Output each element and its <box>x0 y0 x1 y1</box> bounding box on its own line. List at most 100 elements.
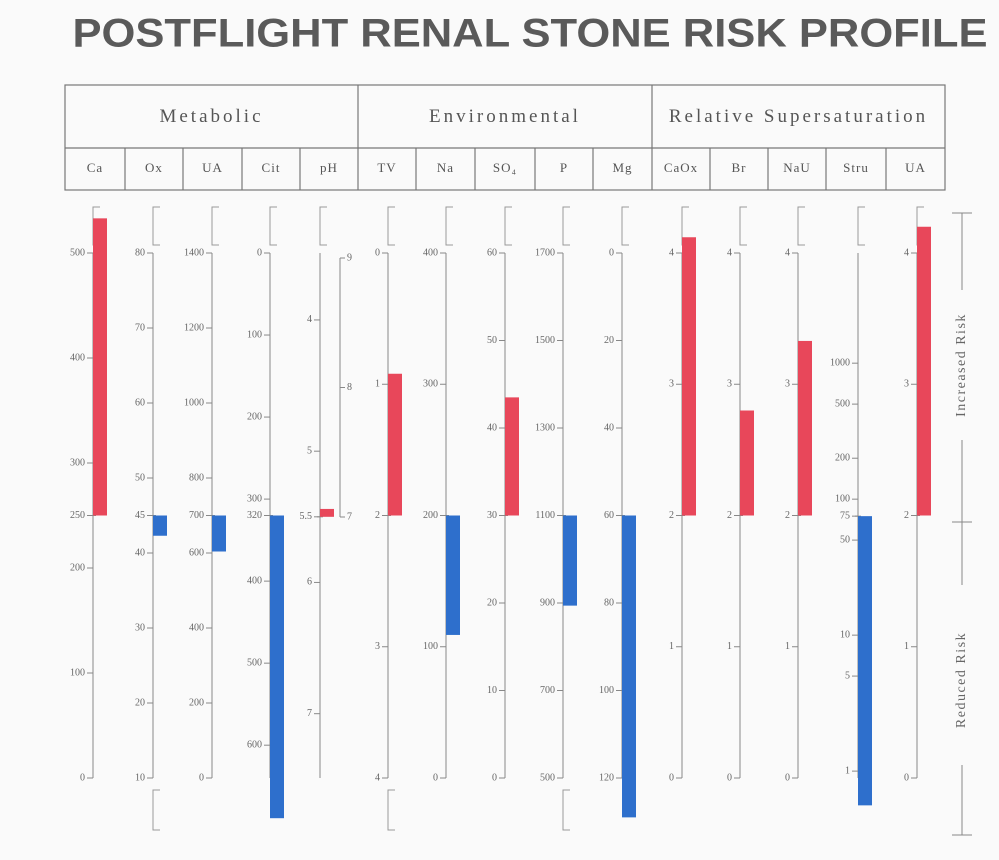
column-label: Ca <box>87 160 103 175</box>
y-tick-label: 500 <box>835 398 850 409</box>
y-tick-label: 300 <box>70 457 85 468</box>
column-label: SO₄ <box>493 160 517 175</box>
y-tick-label: 10 <box>135 772 145 783</box>
y-tick-label: 600 <box>189 547 204 558</box>
bar <box>682 237 696 516</box>
y-tick-label: 0 <box>904 772 909 783</box>
y-tick-label: 0 <box>257 247 262 258</box>
y-tick-label: 50 <box>487 335 497 346</box>
y-tick-label: 1500 <box>535 335 555 346</box>
y-tick-label: 30 <box>135 622 145 633</box>
y-tick-label: 200 <box>189 697 204 708</box>
group-label: Metabolic <box>159 105 264 127</box>
y-tick-label: 10 <box>840 629 850 640</box>
column-label: Br <box>732 160 747 175</box>
bracket <box>445 206 453 246</box>
y-tick-label: 0 <box>433 772 438 783</box>
y-tick-label: 0 <box>727 772 732 783</box>
bar <box>505 397 519 516</box>
y-tick-label: 320 <box>247 510 262 521</box>
bracket <box>211 206 219 246</box>
bar <box>320 508 334 517</box>
bar <box>563 515 577 606</box>
y-tick-label: 4 <box>307 314 312 325</box>
column-label: Na <box>437 160 454 175</box>
y-tick-label: 0 <box>80 772 85 783</box>
y-tick-label: 2 <box>904 510 909 521</box>
bracket <box>504 206 512 246</box>
y-tick-label: 0 <box>199 772 204 783</box>
y-tick-label: 20 <box>604 335 614 346</box>
y-tick-label: 300 <box>247 493 262 504</box>
y-tick-label: 0 <box>492 772 497 783</box>
y-tick-label: 3 <box>669 379 674 390</box>
y-tick-label: 1 <box>375 379 380 390</box>
y-tick-label: 300 <box>423 379 438 390</box>
y-tick-label: 4 <box>375 772 380 783</box>
bracket <box>319 206 327 246</box>
group-label: Environmental <box>429 105 581 127</box>
y2-tick-label: 8 <box>347 382 352 393</box>
y-tick-label: 2 <box>669 510 674 521</box>
bracket <box>797 206 805 246</box>
bar <box>917 226 931 516</box>
bracket <box>562 789 570 831</box>
y-tick-label: 200 <box>247 411 262 422</box>
y-tick-label: 1 <box>785 641 790 652</box>
column-label: P <box>560 160 568 175</box>
y-tick-label: 1000 <box>184 397 204 408</box>
y-tick-label: 400 <box>247 575 262 586</box>
bar <box>622 515 636 818</box>
y-tick-label: 40 <box>604 422 614 433</box>
y-tick-label: 250 <box>70 510 85 521</box>
y-tick-label: 2 <box>727 510 732 521</box>
group-header: Environmental <box>429 105 581 127</box>
bar <box>798 340 812 516</box>
y-tick-label: 3 <box>904 379 909 390</box>
y-tick-label: 20 <box>487 597 497 608</box>
group-header: Relative Supersaturation <box>669 106 925 126</box>
y-tick-label: 500 <box>247 657 262 668</box>
y-tick-label: 10 <box>487 685 497 696</box>
y-tick-label: 30 <box>487 510 497 521</box>
y-tick-label: 100 <box>247 329 262 340</box>
y-tick-label: 400 <box>423 247 438 258</box>
y-tick-label: 45 <box>135 510 145 521</box>
bar <box>93 218 107 516</box>
y-tick-label: 3 <box>785 379 790 390</box>
chart-title: POSTFLIGHT RENAL STONE RISK PROFILE <box>73 12 988 56</box>
bar <box>388 373 402 516</box>
y-tick-label: 200 <box>70 562 85 573</box>
bar <box>270 515 284 819</box>
y-tick-label: 1000 <box>830 357 850 368</box>
column-label: UA <box>905 160 926 175</box>
y-tick-label: 5 <box>845 670 850 681</box>
bar <box>740 410 754 516</box>
y-tick-label: 100 <box>423 641 438 652</box>
y-tick-label: 60 <box>135 397 145 408</box>
header-frame <box>64 84 946 191</box>
y2-tick-label: 7 <box>347 511 352 522</box>
bracket <box>562 206 570 246</box>
y-tick-label: 120 <box>599 772 614 783</box>
y-tick-label: 1400 <box>184 247 204 258</box>
y-tick-label: 70 <box>135 322 145 333</box>
y-tick-label: 3 <box>727 379 732 390</box>
column-label: Mg <box>612 160 632 175</box>
y-tick-label: 50 <box>840 534 850 545</box>
column-label: Cit <box>262 160 281 175</box>
y-tick-label: 900 <box>540 597 555 608</box>
column-label: TV <box>377 160 396 175</box>
y-tick-label: 800 <box>189 472 204 483</box>
y-tick-label: 5 <box>307 445 312 456</box>
column-label: Stru <box>843 160 869 175</box>
bracket <box>387 789 395 831</box>
y-tick-label: 0 <box>609 247 614 258</box>
y-tick-label: 200 <box>423 510 438 521</box>
y-tick-label: 1200 <box>184 322 204 333</box>
column-label: NaU <box>783 160 811 175</box>
y-tick-label: 100 <box>70 667 85 678</box>
bar <box>153 515 167 536</box>
group-header: Metabolic <box>159 105 264 127</box>
y-tick-label: 1100 <box>535 510 555 521</box>
